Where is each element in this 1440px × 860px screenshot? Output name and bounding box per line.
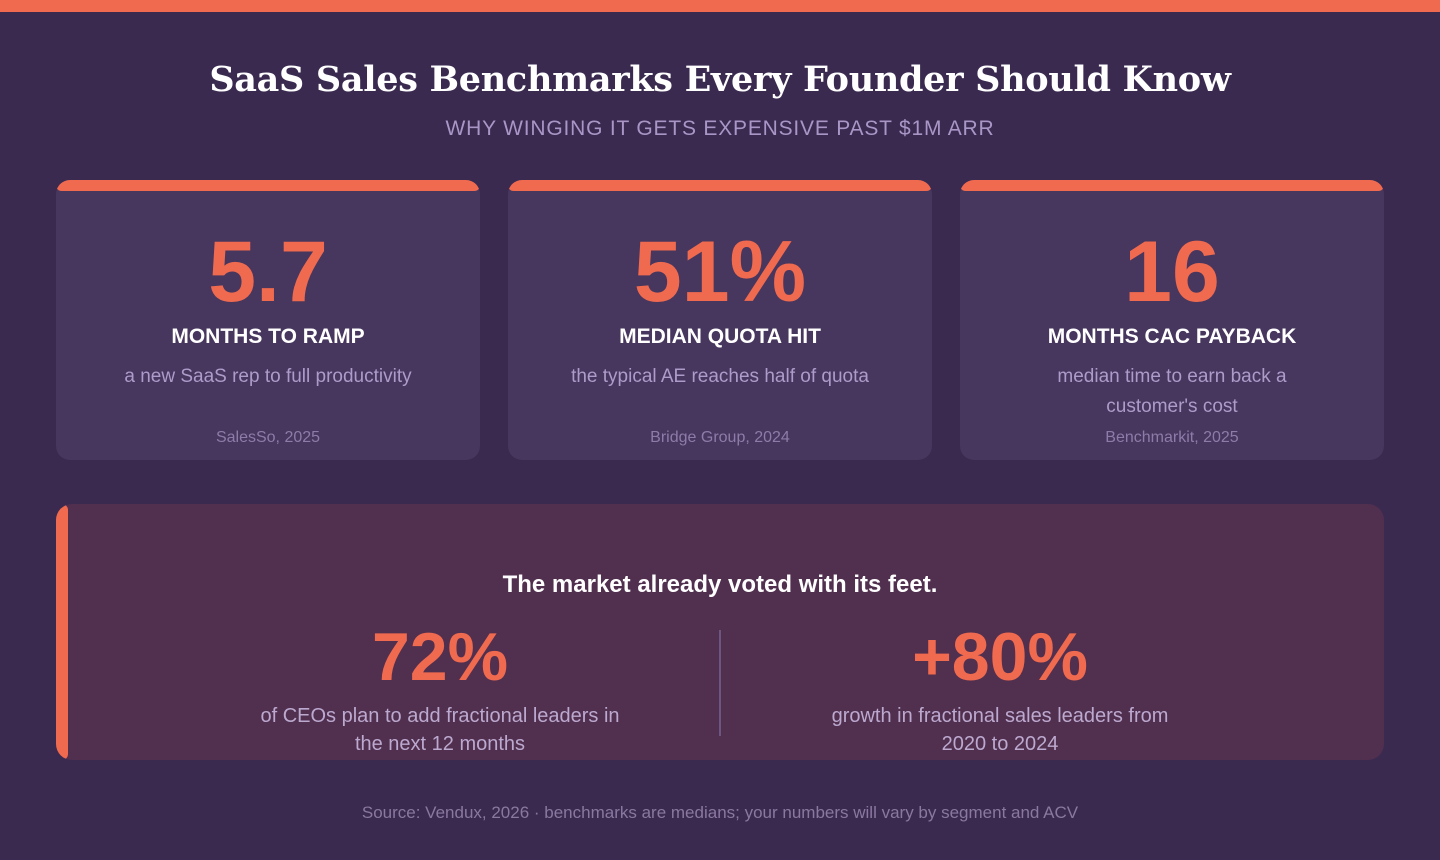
benchmark-value: 5.7 xyxy=(208,224,328,320)
market-stat-value: +80% xyxy=(912,619,1088,695)
benchmark-value: 16 xyxy=(1124,224,1220,320)
market-stat-growth: +80% growth in fractional sales leaders … xyxy=(740,618,1260,755)
benchmark-label: MONTHS TO RAMP xyxy=(171,325,365,348)
benchmark-description: a new SaaS rep to full productivity xyxy=(124,366,412,387)
benchmark-source: Bridge Group, 2024 xyxy=(650,429,790,446)
market-stat-ceos: 72% of CEOs plan to add fractional leade… xyxy=(180,618,700,755)
card-accent-bar xyxy=(508,180,932,191)
market-stat-description: of CEOs plan to add fractional leaders i… xyxy=(260,705,620,755)
card-accent-bar xyxy=(960,180,1384,191)
benchmark-card-payback: 16 MONTHS CAC PAYBACK median time to ear… xyxy=(960,180,1384,460)
market-panel: The market already voted with its feet. … xyxy=(56,504,1384,760)
benchmark-description: median time to earn back a customer's co… xyxy=(1057,366,1287,417)
panel-accent-bar xyxy=(56,504,68,760)
footer-source-note: Source: Vendux, 2026 · benchmarks are me… xyxy=(361,803,1079,822)
benchmark-card-ramp: 5.7 MONTHS TO RAMP a new SaaS rep to ful… xyxy=(56,180,480,460)
card-accent-bar xyxy=(56,180,480,191)
benchmark-value: 51% xyxy=(633,224,807,320)
market-divider xyxy=(719,630,721,736)
market-heading: The market already voted with its feet. xyxy=(502,571,938,598)
benchmark-label: MEDIAN QUOTA HIT xyxy=(619,325,821,348)
top-accent-bar xyxy=(0,0,1440,12)
benchmark-card-quota: 51% MEDIAN QUOTA HIT the typical AE reac… xyxy=(508,180,932,460)
benchmark-source: SalesSo, 2025 xyxy=(215,429,321,446)
market-stat-value: 72% xyxy=(371,619,509,695)
page-subtitle: WHY WINGING IT GETS EXPENSIVE PAST $1M A… xyxy=(445,117,995,140)
page-title: SaaS Sales Benchmarks Every Founder Shou… xyxy=(209,59,1231,100)
market-stat-description: growth in fractional sales leaders from … xyxy=(831,705,1169,755)
benchmark-description: the typical AE reaches half of quota xyxy=(571,366,869,387)
benchmark-source: Benchmarkit, 2025 xyxy=(1105,429,1239,446)
benchmark-label: MONTHS CAC PAYBACK xyxy=(1047,325,1297,348)
